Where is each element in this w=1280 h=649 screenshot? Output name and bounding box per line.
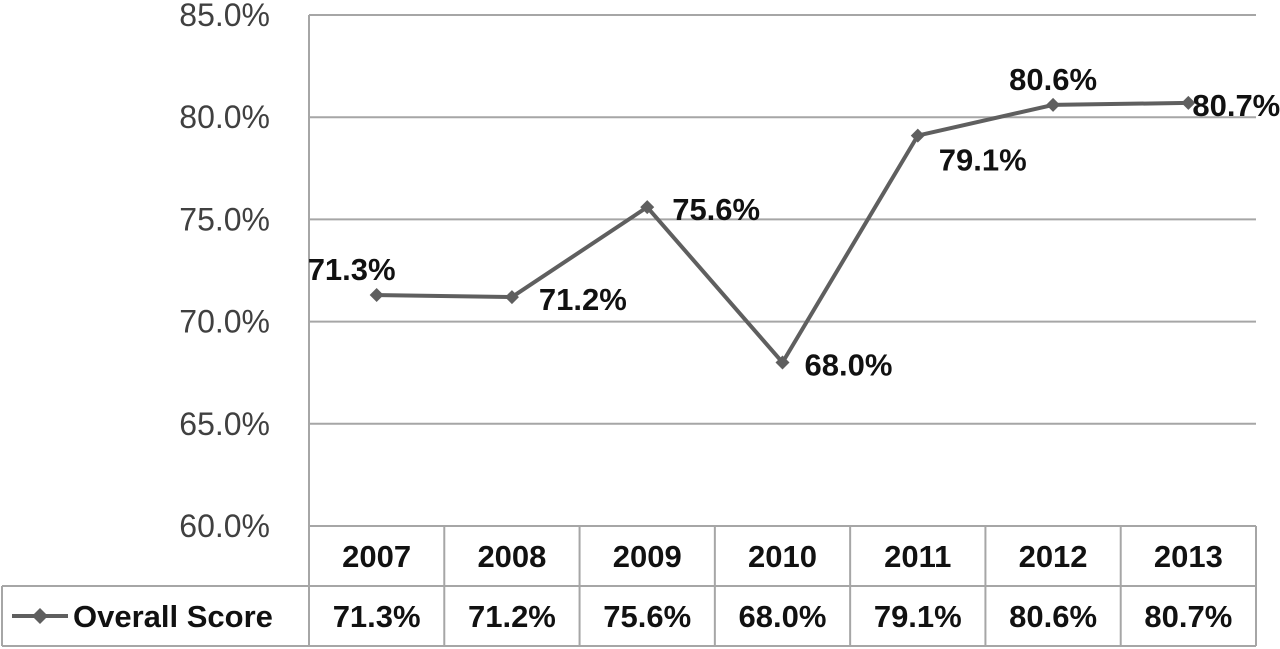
- category-label: 2011: [884, 539, 951, 574]
- category-label: 2009: [613, 539, 682, 574]
- data-label: 68.0%: [805, 347, 893, 382]
- data-point-marker: [910, 128, 925, 143]
- y-tick-label: 60.0%: [179, 508, 270, 544]
- category-label: 2010: [748, 539, 817, 574]
- table-value-cell: 80.7%: [1144, 599, 1232, 634]
- series-line: [376, 100, 1189, 365]
- data-point-marker: [775, 355, 790, 370]
- table-value-cell: 79.1%: [874, 599, 962, 634]
- category-label: 2013: [1154, 539, 1223, 574]
- table-value-cell: 80.6%: [1009, 599, 1097, 634]
- data-label: 80.6%: [1009, 62, 1097, 97]
- y-tick-label: 70.0%: [179, 304, 270, 340]
- data-point-marker: [369, 288, 384, 303]
- category-label: 2012: [1019, 539, 1088, 574]
- data-point-marker: [1181, 95, 1196, 110]
- data-label: 80.7%: [1192, 88, 1280, 123]
- y-tick-label: 85.0%: [179, 0, 270, 33]
- data-point-marker: [504, 290, 519, 305]
- legend-series-name: Overall Score: [73, 599, 273, 634]
- table-value-cell: 71.3%: [333, 599, 421, 634]
- table-value-cell: 71.2%: [468, 599, 556, 634]
- legend-diamond-marker: [32, 608, 48, 624]
- category-label: 2007: [342, 539, 411, 574]
- table-value-cell: 75.6%: [603, 599, 691, 634]
- data-point-marker: [640, 200, 655, 215]
- data-label: 75.6%: [672, 192, 760, 227]
- data-label: 79.1%: [939, 143, 1027, 178]
- category-label: 2008: [477, 539, 546, 574]
- y-tick-label: 75.0%: [179, 201, 270, 237]
- data-label: 71.3%: [308, 252, 396, 287]
- y-tick-label: 80.0%: [179, 99, 270, 135]
- data-label: 71.2%: [539, 282, 627, 317]
- table-value-cell: 68.0%: [739, 599, 827, 634]
- data-point-marker: [1046, 97, 1061, 112]
- y-tick-label: 65.0%: [179, 406, 270, 442]
